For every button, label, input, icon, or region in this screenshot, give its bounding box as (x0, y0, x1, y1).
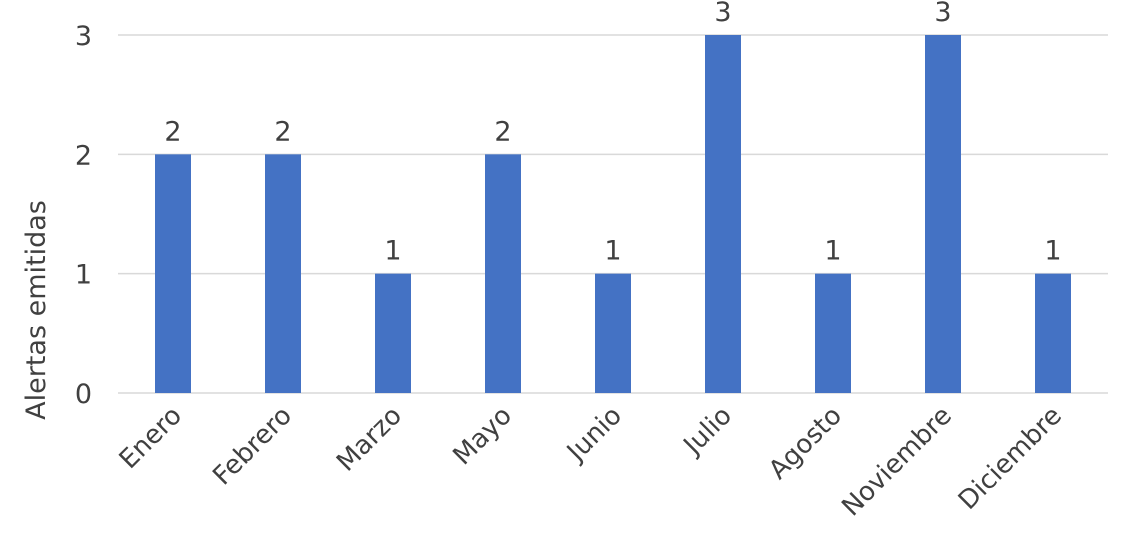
category-label-enero: Enero (114, 401, 188, 475)
y-tick-label: 3 (75, 21, 92, 52)
y-axis-ticks: 0 1 2 3 (75, 21, 92, 410)
data-label-junio: 1 (604, 236, 621, 267)
bar-diciembre (1035, 273, 1071, 393)
x-axis-categories: Enero Febrero Marzo Mayo Junio Julio AgostoNov… (114, 401, 1068, 523)
category-label-agosto: Agosto (763, 401, 848, 486)
category-label-mayo: Mayo (447, 401, 517, 471)
data-labels: 2 2 1 2 1 3 1 3 1 (164, 0, 1061, 267)
bar-mayo (485, 154, 521, 393)
data-label-enero: 2 (164, 116, 181, 147)
bar-marzo (375, 273, 411, 393)
category-label-noviembre: Noviembre (836, 401, 958, 523)
category-label-julio: Julio (677, 401, 738, 462)
category-label-junio: Junio (560, 401, 628, 469)
data-label-noviembre: 3 (934, 0, 951, 28)
data-label-marzo: 1 (384, 236, 401, 267)
bar-agosto (815, 273, 851, 393)
bar-julio (705, 35, 741, 393)
data-label-diciembre: 1 (1044, 236, 1061, 267)
bar-enero (155, 154, 191, 393)
category-label-febrero: Febrero (207, 401, 298, 492)
bar-noviembre (925, 35, 961, 393)
y-axis-title: Alertas emitidas (21, 200, 52, 420)
bar-junio (595, 273, 631, 393)
bars (155, 35, 1071, 393)
category-label-marzo: Marzo (331, 401, 408, 478)
bar-febrero (265, 154, 301, 393)
data-label-agosto: 1 (824, 236, 841, 267)
y-tick-label: 2 (75, 140, 92, 171)
data-label-febrero: 2 (274, 116, 291, 147)
category-label-diciembre: Diciembre (953, 401, 1068, 516)
y-tick-label: 0 (75, 379, 92, 410)
data-label-julio: 3 (714, 0, 731, 28)
data-label-mayo: 2 (494, 116, 511, 147)
y-tick-label: 1 (75, 260, 92, 291)
